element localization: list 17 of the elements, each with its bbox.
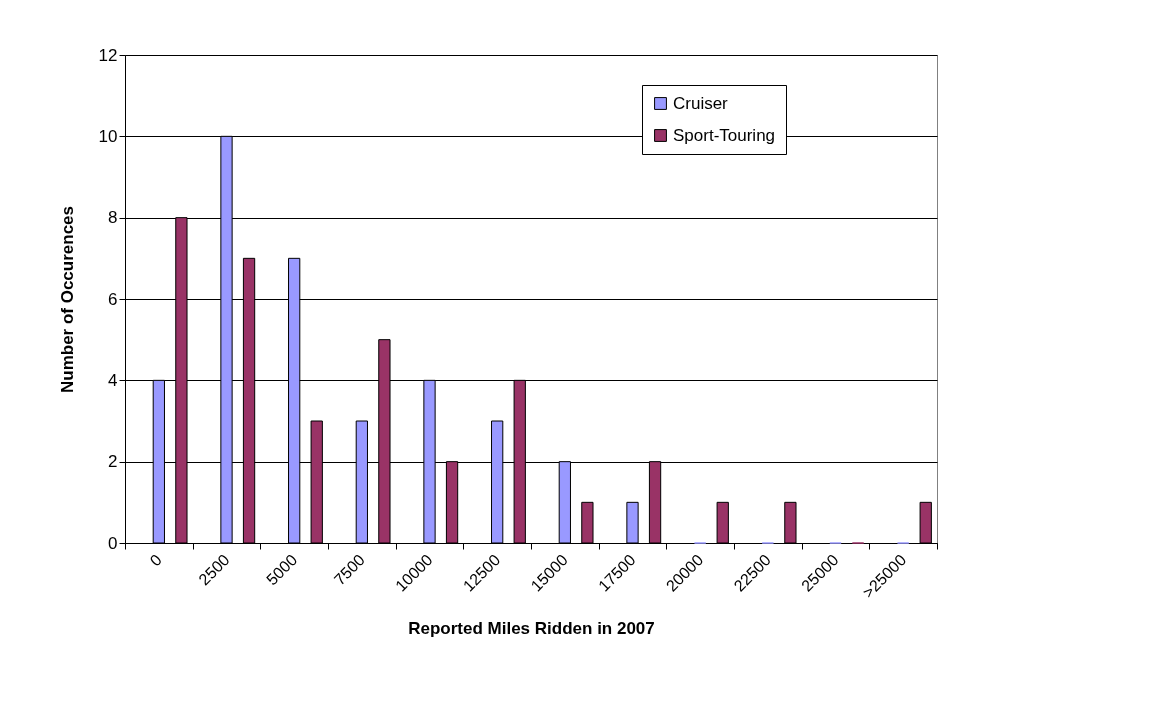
bar bbox=[716, 501, 729, 544]
y-axis-title: Number of Occurences bbox=[57, 205, 77, 394]
bar bbox=[919, 501, 932, 544]
y-tick-label: 8 bbox=[108, 208, 118, 228]
y-tick-label: 10 bbox=[98, 126, 118, 146]
bar bbox=[626, 501, 639, 544]
x-tick-label: 0 bbox=[146, 551, 166, 570]
bar bbox=[581, 501, 594, 544]
y-tick-label: 4 bbox=[108, 370, 118, 390]
legend-label: Sport-Touring bbox=[673, 125, 776, 145]
y-tick-label: 0 bbox=[108, 533, 118, 553]
y-tick-label: 2 bbox=[108, 452, 118, 472]
x-axis-title: Reported Miles Ridden in 2007 bbox=[408, 619, 655, 639]
y-tick-label: 12 bbox=[98, 45, 118, 65]
y-tick-label: 6 bbox=[108, 289, 118, 309]
legend-label: Cruiser bbox=[673, 93, 729, 113]
bar bbox=[784, 501, 797, 544]
